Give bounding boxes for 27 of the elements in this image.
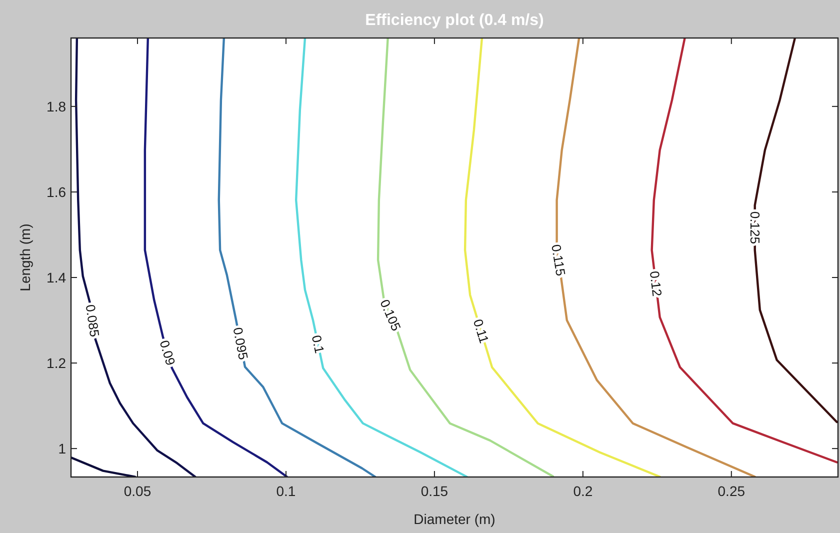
text: 0.105 [377,297,404,334]
line-series [294,38,468,477]
line-series [464,38,661,477]
x-tick-label: 0.05 [124,483,152,499]
line-series [650,38,838,464]
text: 0.125 [747,211,762,244]
x-axis-title: Diameter (m) [414,511,496,527]
text: 0.085 [82,304,102,338]
y-tick-label: 1.4 [46,269,66,286]
y-tick-label: 1.6 [46,184,66,200]
text: 0.1 [308,334,328,355]
text: 0.115 [548,243,568,277]
line-series [218,38,376,477]
x-tick-label: 0.15 [420,483,448,499]
x-tick-label: 0.1 [276,483,296,499]
y-axis-title: Length (m) [17,224,33,292]
y-tick-label: 1.2 [46,355,66,372]
text: 0.09 [156,338,178,368]
x-tick-label: 0.25 [718,483,746,499]
x-tick-label: 0.2 [573,483,593,499]
text: 0.12 [646,270,665,298]
line-series [74,38,196,477]
text: 0.11 [470,317,492,345]
text: 0.095 [230,326,251,361]
y-tick-label: 1.8 [46,98,66,114]
line-series [144,38,288,477]
y-tick-label: 1 [58,440,66,457]
